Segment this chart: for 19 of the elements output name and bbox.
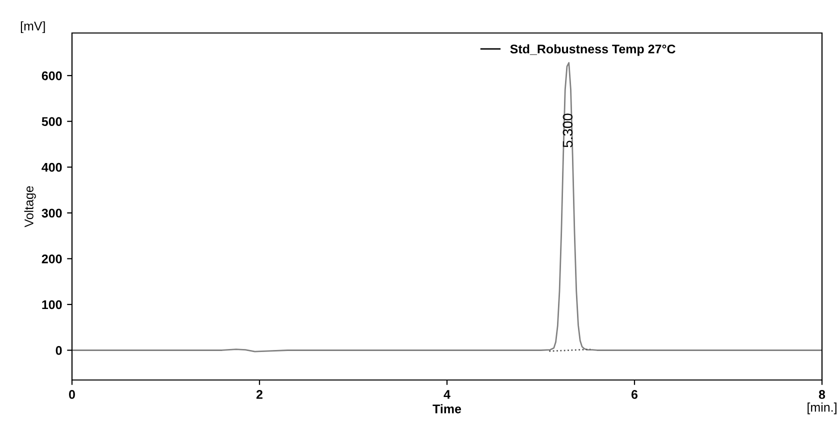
x-tick-label: 4 <box>444 390 450 399</box>
y-tick-label: 0 <box>56 346 62 355</box>
x-axis-title: Time <box>432 404 462 414</box>
x-tick-label: 2 <box>256 390 262 399</box>
y-tick-label: 300 <box>42 208 62 218</box>
line-series <box>72 62 822 352</box>
y-tick-label: 100 <box>42 300 62 310</box>
x-tick-label: 0 <box>69 390 75 399</box>
text: [mV] <box>20 21 45 33</box>
x-tick-label: 6 <box>631 390 638 399</box>
text: Std_Robustness Temp 27°C <box>510 44 676 56</box>
x-tick-label: 8 <box>818 390 826 399</box>
y-tick-label: 600 <box>42 71 62 80</box>
y-tick-label: 400 <box>42 162 62 172</box>
text: [min.] <box>808 402 836 414</box>
y-tick-label: 500 <box>42 117 62 126</box>
annotation: 5.300 <box>562 114 573 148</box>
y-tick-label: 200 <box>42 254 62 264</box>
y-axis-title: Voltage <box>24 186 36 228</box>
